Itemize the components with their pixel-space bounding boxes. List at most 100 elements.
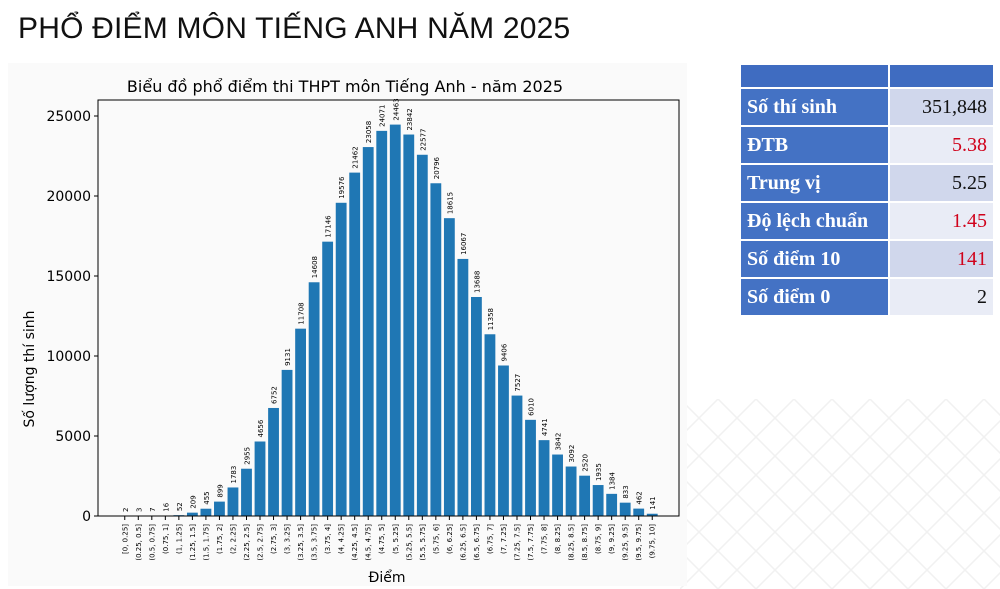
bar bbox=[633, 508, 645, 516]
y-tick-label: 5000 bbox=[55, 429, 91, 445]
x-tick-label: (7.75, 8] bbox=[541, 524, 549, 554]
bar-value-label: 52 bbox=[176, 502, 184, 511]
x-tick-label: (5.75, 6] bbox=[432, 524, 440, 554]
stats-header-cell bbox=[739, 63, 890, 89]
stats-value: 141 bbox=[888, 239, 995, 279]
bar-value-label: 4656 bbox=[257, 419, 265, 437]
bar-value-label: 1935 bbox=[595, 463, 603, 481]
chart-title: Biểu đồ phổ điểm thi THPT môn Tiếng Anh … bbox=[127, 77, 563, 96]
bar-value-label: 833 bbox=[622, 485, 630, 498]
bar bbox=[498, 365, 509, 516]
x-tick-label: (6.75, 7] bbox=[486, 524, 494, 554]
bar-value-label: 462 bbox=[636, 491, 644, 504]
bar bbox=[403, 134, 415, 516]
bar-value-label: 209 bbox=[189, 495, 197, 508]
x-tick-label: (7, 7.25] bbox=[500, 524, 508, 554]
x-tick-label: (9, 9.25] bbox=[608, 524, 616, 554]
bar bbox=[308, 282, 320, 516]
bar-value-label: 23058 bbox=[365, 121, 373, 143]
bar bbox=[254, 441, 266, 516]
x-tick-label: (9.25, 9.5] bbox=[622, 524, 630, 561]
bar-value-label: 899 bbox=[216, 484, 224, 497]
x-tick-label: (7.25, 7.5] bbox=[513, 524, 521, 561]
bar bbox=[592, 485, 604, 516]
x-tick-label: (8.75, 9] bbox=[595, 524, 603, 554]
bar-value-label: 2955 bbox=[243, 447, 251, 465]
stats-label: ĐTB bbox=[739, 125, 890, 165]
x-tick-label: (4.75, 5] bbox=[378, 524, 386, 554]
x-tick-label: [0, 0.25] bbox=[121, 524, 129, 554]
bar-value-label: 2520 bbox=[582, 454, 590, 472]
bar bbox=[471, 296, 482, 516]
bar-value-label: 23842 bbox=[406, 108, 414, 130]
bar-value-label: 24463 bbox=[392, 98, 400, 120]
x-tick-label: (9.5, 9.75] bbox=[635, 524, 643, 561]
y-tick-label: 0 bbox=[82, 509, 91, 525]
bar bbox=[525, 419, 536, 516]
bar bbox=[227, 487, 239, 516]
x-tick-label: (8.25, 8.5] bbox=[568, 524, 576, 561]
bar-value-label: 4741 bbox=[541, 418, 549, 436]
x-tick-label: (0.75, 1] bbox=[162, 524, 170, 554]
x-tick-label: (5.25, 5.5] bbox=[405, 524, 413, 561]
bar-value-label: 7 bbox=[149, 507, 157, 511]
y-tick-label: 20000 bbox=[46, 189, 91, 205]
x-tick-label: (2.5, 2.75] bbox=[257, 524, 265, 561]
stats-table: Số thí sinh 351,848 ĐTB 5.38 Trung vị 5.… bbox=[739, 63, 995, 317]
bar bbox=[619, 502, 631, 516]
bar-value-label: 21462 bbox=[352, 146, 360, 168]
x-tick-label: (6.5, 6.75] bbox=[473, 524, 481, 561]
bar bbox=[443, 218, 455, 516]
bar bbox=[268, 407, 279, 516]
x-tick-label: (4.5, 4.75] bbox=[365, 524, 373, 561]
bar bbox=[376, 130, 388, 516]
bar-value-label: 13688 bbox=[473, 271, 481, 293]
y-axis-label: Số lượng thí sinh bbox=[21, 310, 38, 427]
bar-value-label: 1783 bbox=[230, 466, 238, 484]
x-tick-label: (0.5, 0.75] bbox=[148, 524, 156, 561]
stats-label: Trung vị bbox=[739, 163, 890, 203]
background-pattern bbox=[680, 399, 1000, 589]
bar bbox=[362, 147, 374, 516]
bar-value-label: 141 bbox=[649, 496, 657, 509]
stats-value: 5.25 bbox=[888, 163, 995, 203]
bar-value-label: 22577 bbox=[419, 128, 427, 150]
bar-value-label: 14608 bbox=[311, 256, 319, 278]
bar-value-label: 2 bbox=[122, 507, 130, 511]
stats-row-candidates: Số thí sinh 351,848 bbox=[739, 87, 995, 127]
stats-label: Số điểm 0 bbox=[739, 277, 890, 317]
x-tick-label: (1.25, 1.5] bbox=[189, 524, 197, 561]
bar bbox=[416, 154, 428, 516]
bar-value-label: 11358 bbox=[487, 308, 495, 330]
bar bbox=[606, 493, 618, 516]
bar-value-label: 19576 bbox=[338, 176, 346, 199]
x-tick-label: (2.25, 2.5] bbox=[243, 524, 251, 561]
bar bbox=[241, 468, 252, 516]
bar bbox=[389, 124, 401, 517]
x-tick-label: (3, 3.25] bbox=[284, 524, 292, 554]
bar bbox=[281, 369, 293, 516]
x-tick-label: (2.75, 3] bbox=[270, 524, 278, 554]
bar-value-label: 7527 bbox=[514, 374, 522, 392]
histogram-chart: Biểu đồ phổ điểm thi THPT môn Tiếng Anh … bbox=[21, 77, 680, 586]
stats-label: Số thí sinh bbox=[739, 87, 890, 127]
bar-value-label: 1384 bbox=[609, 471, 617, 489]
x-tick-label: (8.5, 8.75] bbox=[581, 524, 589, 561]
bar-value-label: 24071 bbox=[379, 105, 387, 127]
stats-value: 1.45 bbox=[888, 201, 995, 241]
y-axis-ticks: 0 5000 10000 15000 20000 25000 bbox=[46, 109, 98, 525]
stats-label: Số điểm 10 bbox=[739, 239, 890, 279]
x-tick-label: (6, 6.25] bbox=[446, 524, 454, 554]
y-tick-label: 25000 bbox=[46, 109, 91, 125]
x-tick-label: (1, 1.25] bbox=[175, 524, 183, 554]
y-tick-label: 15000 bbox=[46, 269, 91, 285]
chart-panel: Biểu đồ phổ điểm thi THPT môn Tiếng Anh … bbox=[8, 63, 687, 586]
bar-value-label: 9131 bbox=[284, 348, 292, 366]
bar-value-label: 18615 bbox=[446, 192, 454, 214]
stats-row-stddev: Độ lệch chuẩn 1.45 bbox=[739, 201, 995, 241]
bar-value-label: 16 bbox=[162, 502, 170, 511]
bar bbox=[322, 241, 334, 516]
x-tick-label: (2, 2.25] bbox=[229, 524, 237, 554]
bar-value-label: 17146 bbox=[325, 215, 333, 238]
plot-frame bbox=[97, 99, 680, 517]
